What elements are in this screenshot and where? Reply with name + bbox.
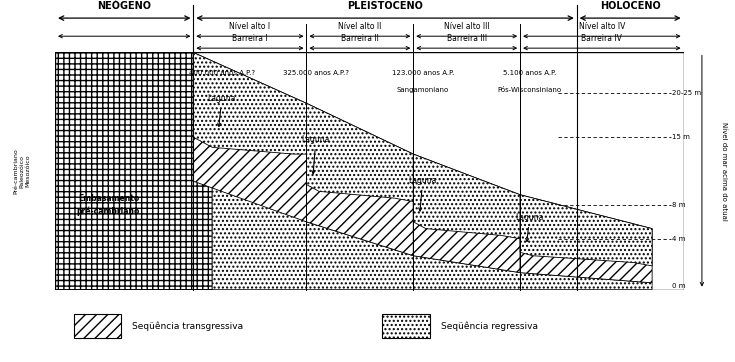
Text: Sangamoniano: Sangamoniano — [397, 87, 449, 93]
Text: HOLOCENO: HOLOCENO — [600, 1, 661, 11]
Text: 8 m: 8 m — [673, 202, 686, 208]
Text: Barreira III: Barreira III — [447, 34, 487, 43]
Text: PLEISTOCENO: PLEISTOCENO — [347, 1, 423, 11]
Text: Nível alto I: Nível alto I — [229, 22, 270, 31]
Text: 0 m: 0 m — [673, 283, 686, 289]
Polygon shape — [520, 195, 652, 266]
Text: 20-25 m: 20-25 m — [673, 90, 701, 96]
Text: Laguna: Laguna — [515, 213, 544, 241]
Text: Barreira IV: Barreira IV — [581, 34, 623, 43]
Text: Barreira II: Barreira II — [341, 34, 379, 43]
Text: Nível alto IV: Nível alto IV — [578, 22, 625, 31]
Text: 4 m: 4 m — [673, 236, 686, 242]
Text: 5.100 anos A.P.: 5.100 anos A.P. — [503, 70, 556, 76]
Polygon shape — [55, 52, 212, 290]
Polygon shape — [306, 103, 413, 256]
Polygon shape — [193, 52, 306, 154]
Text: Laguna: Laguna — [302, 135, 330, 174]
Polygon shape — [520, 195, 652, 283]
Polygon shape — [413, 154, 520, 273]
Text: 123.000 anos A.P.: 123.000 anos A.P. — [392, 70, 454, 76]
Text: Seqüência regressiva: Seqüência regressiva — [441, 321, 538, 331]
Text: Pré-cambriano
Paleozóico
Mesozóico: Pré-cambriano Paleozóico Mesozóico — [14, 148, 30, 194]
Polygon shape — [193, 52, 306, 222]
Text: Embasamento
pré-cambriano: Embasamento pré-cambriano — [77, 194, 140, 216]
Text: Barreira I: Barreira I — [232, 34, 268, 43]
Polygon shape — [382, 314, 430, 337]
Polygon shape — [74, 314, 121, 337]
Text: Nível do mar acima do atual: Nível do mar acima do atual — [721, 122, 727, 220]
Text: 325.000 anos A.P.?: 325.000 anos A.P.? — [283, 70, 349, 76]
Text: Laguna: Laguna — [207, 94, 236, 126]
Text: 400.000 anos A.P.?: 400.000 anos A.P.? — [189, 70, 255, 76]
Text: Seqüência transgressiva: Seqüência transgressiva — [132, 321, 243, 331]
Text: Nível alto II: Nível alto II — [338, 22, 381, 31]
Text: 15 m: 15 m — [673, 134, 690, 140]
Polygon shape — [306, 103, 413, 202]
Text: Laguna: Laguna — [409, 176, 437, 211]
Text: Pós-Wisconsiniano: Pós-Wisconsiniano — [498, 87, 562, 93]
Text: NEÓGENO: NEÓGENO — [97, 1, 151, 11]
Text: Nível alto III: Nível alto III — [444, 22, 490, 31]
Polygon shape — [212, 181, 652, 290]
Polygon shape — [413, 154, 520, 239]
